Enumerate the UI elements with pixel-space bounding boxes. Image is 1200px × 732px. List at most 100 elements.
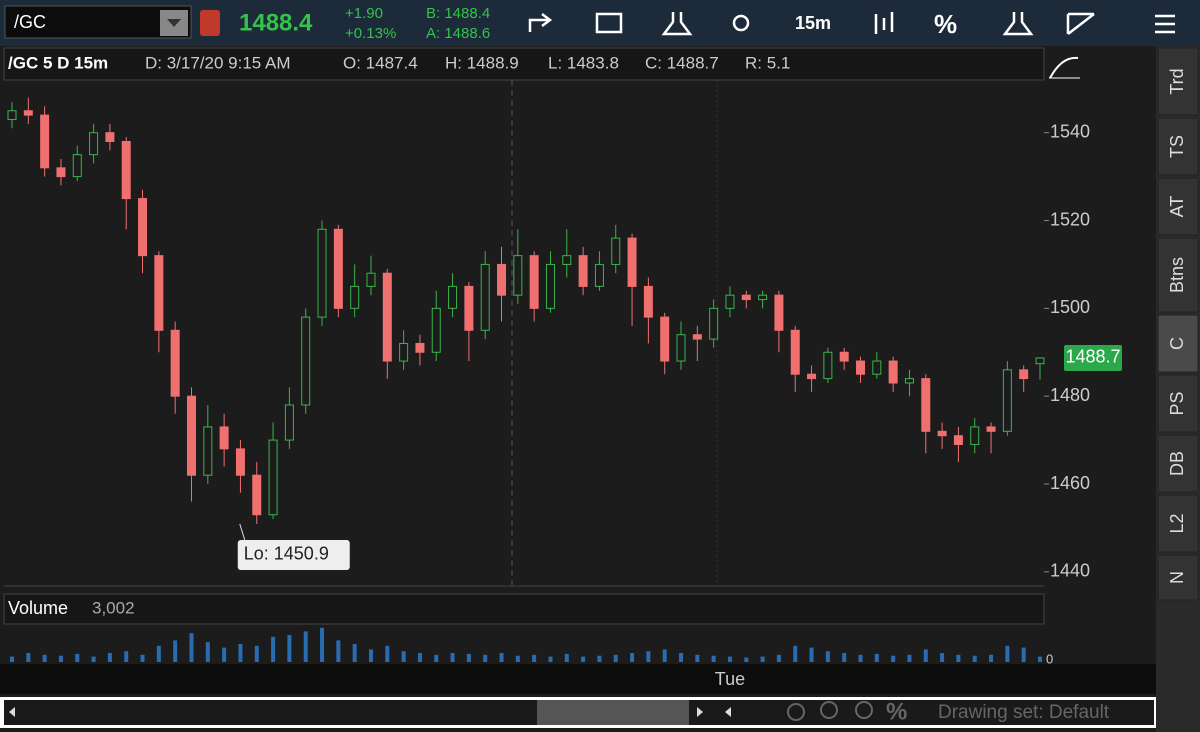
candle-body [138,198,148,257]
volume-bar [58,655,63,662]
volume-bar [466,653,471,662]
sidebar-tab-label[interactable]: TS [1167,135,1187,158]
candle-body [497,263,507,296]
candle-body [676,334,686,362]
volume-bar [874,653,879,662]
candle-body [464,285,474,331]
message-icon[interactable] [595,12,623,34]
zoom-percent[interactable]: % [886,698,907,725]
volume-bar [842,653,847,662]
sidebar-tab[interactable] [1157,314,1199,373]
volume-title: Volume [8,598,68,618]
sidebar-tab[interactable] [1157,374,1199,433]
candle-body [1019,369,1029,380]
candle-body [643,285,653,318]
volume-bar [923,649,928,662]
candle-body [7,110,17,121]
pct-change: +0.13% [345,25,396,42]
header-bar [3,47,1045,81]
sidebar-tab[interactable] [1157,434,1199,493]
style-icon[interactable] [1049,56,1079,79]
volume-bar [825,651,830,662]
candle-body [382,272,392,362]
menu-icon[interactable] [1155,14,1175,34]
candle-body [448,285,458,309]
candle-body [480,263,490,331]
candle-body [121,140,131,200]
candle-icon[interactable] [874,12,894,34]
volume-bar [271,636,276,662]
header-range: R: 5.1 [745,53,790,72]
sidebar-tab-label[interactable]: C [1167,337,1187,350]
candle-body [725,294,735,309]
share-icon[interactable] [528,13,553,32]
y-tick-label: 1520 [1050,209,1090,229]
volume-value: 3,002 [92,598,135,617]
volume-bar [320,627,325,662]
volume-bar [532,654,537,662]
candle-body [660,316,670,362]
candle-body [89,132,99,156]
studies-icon[interactable] [1002,12,1034,36]
candle-body [366,272,376,287]
zoom-in-icon[interactable] [820,701,838,719]
sidebar-tab-label[interactable]: AT [1167,196,1187,218]
sidebar-tab[interactable] [1157,554,1199,601]
sidebar-tab-label[interactable]: Btns [1167,257,1187,293]
volume-bar [646,651,651,662]
crosshair-icon[interactable] [787,703,805,721]
drawing-set[interactable]: Drawing set: Default [938,702,1110,723]
sidebar-tab[interactable] [1157,117,1199,176]
sidebar-tab-label[interactable]: N [1167,571,1187,584]
candle-body [856,360,866,375]
toolbar-icons[interactable] [528,12,1175,36]
candle-body [709,307,719,340]
candle-body [807,373,817,380]
sidebar-tab[interactable] [1157,494,1199,553]
candle-body [1002,369,1012,432]
candle-body [415,342,425,353]
scroll-thumb[interactable] [537,700,689,725]
gear-icon[interactable] [732,14,750,32]
volume-bar [695,654,700,662]
volume-bar [368,649,373,662]
volume-bar [483,654,488,662]
percent-button[interactable]: % [934,9,957,39]
volume-bar [10,656,14,662]
candle-body [839,351,849,362]
volume-bar [26,653,31,662]
candle-body [790,329,800,375]
candle-body [986,426,996,432]
flask-icon[interactable] [661,12,693,36]
volume-bar [156,645,161,662]
annotation-box [237,539,350,570]
volume-bar [499,653,504,662]
x-tick-label: Tue [715,669,745,689]
sidebar-tab-label[interactable]: PS [1167,391,1187,415]
alert-badge[interactable] [200,10,220,36]
candle-body [513,255,523,296]
candle-body [56,167,66,178]
drawing-icon[interactable] [1066,12,1095,35]
net-change: +1.90 [345,5,383,22]
sidebar-tab-label[interactable]: DB [1167,451,1187,476]
candle-body [40,114,50,169]
candle-body [774,294,784,331]
volume-bar [564,653,569,662]
candle-body [154,255,164,331]
sidebar-tab-label[interactable]: L2 [1167,513,1187,533]
timeframe[interactable]: 15m [795,13,831,33]
sidebar-tab[interactable] [1157,177,1199,236]
volume-bar [760,656,765,662]
volume-bar [173,640,178,662]
volume-bar [776,654,781,662]
sidebar-tab[interactable] [1157,47,1199,116]
sidebar-tab-label[interactable]: Trd [1167,68,1187,94]
volume-bar [515,655,520,662]
candle-body [562,255,572,265]
zoom-icons[interactable] [787,701,873,721]
sidebar-tab[interactable] [1157,237,1199,313]
volume-bar [124,651,129,662]
zoom-out-icon[interactable] [855,701,873,719]
